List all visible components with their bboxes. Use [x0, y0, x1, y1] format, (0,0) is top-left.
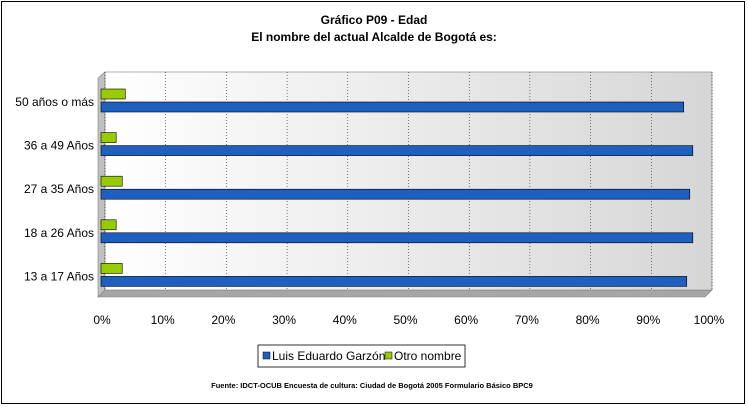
category-label: 36 a 49 Años [24, 139, 94, 153]
bar-otro-4 [100, 263, 123, 274]
legend-swatch-luis [262, 351, 271, 360]
legend: Luis Eduardo Garzón Otro nombre [257, 344, 466, 368]
x-tick-label: 100% [694, 313, 725, 327]
chart-subtitle: El nombre del actual Alcalde de Bogotá e… [251, 30, 497, 44]
bar-luis-1 [100, 145, 694, 156]
x-tick-label: 70% [515, 313, 539, 327]
category-label: 18 a 26 Años [24, 226, 94, 240]
bar-luis-2 [100, 188, 691, 200]
bar-otro-0 [100, 88, 126, 100]
bar-otro-2 [100, 175, 123, 187]
x-tick-label: 30% [272, 313, 296, 327]
x-tick-label: 90% [636, 313, 660, 327]
x-tick-label: 80% [576, 313, 600, 327]
bar-luis-0 [100, 101, 685, 113]
x-tick-label: 60% [454, 313, 478, 327]
x-tick-label: 50% [393, 313, 417, 327]
bar-luis-4 [100, 276, 688, 287]
x-tick-label: 20% [211, 313, 235, 327]
plot-floor [97, 289, 713, 298]
bar-otro-1 [100, 132, 117, 143]
x-tick-label: 0% [93, 313, 111, 327]
source-note: Fuente: IDCT-OCUB Encuesta de cultura: C… [211, 381, 533, 390]
bar-luis-3 [100, 232, 694, 244]
bars [100, 88, 694, 287]
category-label: 13 a 17 Años [24, 269, 94, 283]
category-labels: 50 años o más 36 a 49 Años 27 a 35 Años 18 … [15, 95, 94, 283]
x-tick-label: 40% [333, 313, 357, 327]
legend-label-luis: Luis Eduardo Garzón [272, 349, 385, 363]
category-label: 27 a 35 Años [24, 182, 94, 196]
legend-box [257, 344, 466, 368]
bar-otro-3 [100, 219, 117, 231]
legend-label-otro: Otro nombre [394, 349, 462, 363]
category-label: 50 años o más [15, 95, 94, 109]
x-tick-label: 10% [151, 313, 175, 327]
x-tick-labels: 0% 10% 20% 30% 40% 50% 60% 70% 80% 90% 100% [93, 313, 724, 327]
chart-title: Gráfico P09 - Edad [321, 13, 428, 27]
legend-swatch-otro [384, 351, 393, 360]
